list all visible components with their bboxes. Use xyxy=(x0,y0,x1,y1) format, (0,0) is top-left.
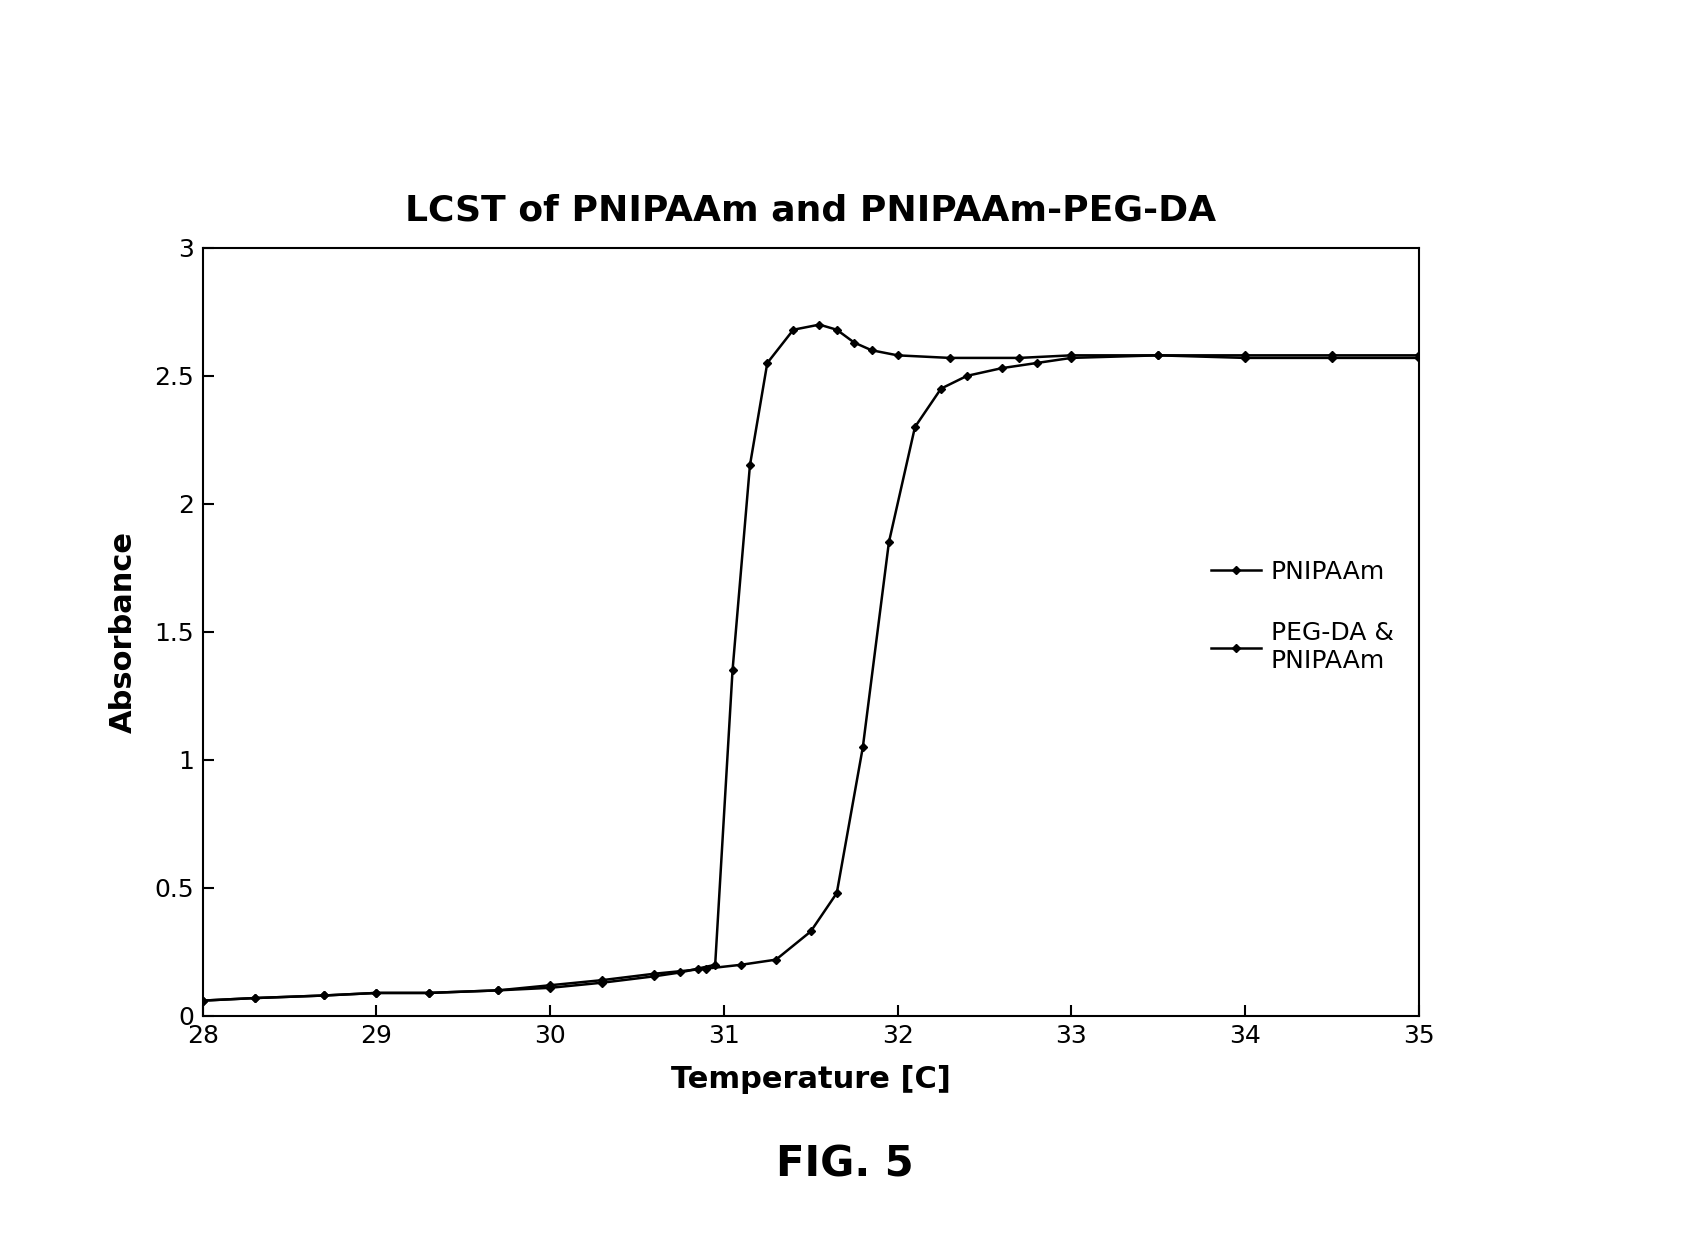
PEG-DA &
PNIPAAm xyxy=(193,994,213,1009)
Legend: PNIPAAm, PEG-DA &
PNIPAAm: PNIPAAm, PEG-DA & PNIPAAm xyxy=(1199,548,1407,685)
PNIPAAm xyxy=(1409,351,1429,366)
PEG-DA &
PNIPAAm xyxy=(931,382,951,396)
Line: PEG-DA &
PNIPAAm: PEG-DA & PNIPAAm xyxy=(199,353,1422,1004)
PEG-DA &
PNIPAAm xyxy=(1235,348,1255,363)
PEG-DA &
PNIPAAm xyxy=(696,961,716,976)
PNIPAAm xyxy=(671,965,691,980)
PEG-DA &
PNIPAAm xyxy=(1322,348,1343,363)
PEG-DA &
PNIPAAm xyxy=(1027,356,1047,370)
PNIPAAm xyxy=(861,343,882,358)
PEG-DA &
PNIPAAm xyxy=(991,361,1012,375)
PEG-DA &
PNIPAAm xyxy=(1409,348,1429,363)
Line: PNIPAAm: PNIPAAm xyxy=(199,322,1422,1004)
PNIPAAm xyxy=(540,980,561,995)
PNIPAAm xyxy=(939,351,959,366)
PEG-DA &
PNIPAAm xyxy=(853,740,873,755)
PNIPAAm xyxy=(687,961,708,976)
PEG-DA &
PNIPAAm xyxy=(245,991,265,1006)
PEG-DA &
PNIPAAm xyxy=(765,953,785,968)
PEG-DA &
PNIPAAm xyxy=(905,420,926,435)
PNIPAAm xyxy=(1149,348,1169,363)
PNIPAAm xyxy=(809,317,829,332)
PNIPAAm xyxy=(757,356,777,370)
PNIPAAm xyxy=(1008,351,1029,366)
PNIPAAm xyxy=(419,985,439,1000)
PNIPAAm xyxy=(593,975,613,990)
PNIPAAm xyxy=(784,322,804,337)
PNIPAAm xyxy=(245,991,265,1006)
PNIPAAm xyxy=(644,969,664,984)
PEG-DA &
PNIPAAm xyxy=(367,985,387,1000)
PNIPAAm xyxy=(704,958,725,973)
PNIPAAm xyxy=(367,985,387,1000)
PNIPAAm xyxy=(488,983,508,997)
Title: LCST of PNIPAAm and PNIPAAm-PEG-DA: LCST of PNIPAAm and PNIPAAm-PEG-DA xyxy=(405,193,1216,227)
PEG-DA &
PNIPAAm xyxy=(488,983,508,997)
Y-axis label: Absorbance: Absorbance xyxy=(108,530,138,733)
PNIPAAm xyxy=(314,987,334,1002)
PEG-DA &
PNIPAAm xyxy=(1149,348,1169,363)
PEG-DA &
PNIPAAm xyxy=(1061,351,1081,366)
PEG-DA &
PNIPAAm xyxy=(801,924,821,939)
PEG-DA &
PNIPAAm xyxy=(314,987,334,1002)
PEG-DA &
PNIPAAm xyxy=(644,966,664,981)
PEG-DA &
PNIPAAm xyxy=(419,985,439,1000)
PEG-DA &
PNIPAAm xyxy=(878,535,899,550)
PNIPAAm xyxy=(844,335,865,349)
PEG-DA &
PNIPAAm xyxy=(540,978,561,992)
X-axis label: Temperature [C]: Temperature [C] xyxy=(671,1066,951,1094)
PNIPAAm xyxy=(723,663,743,678)
PEG-DA &
PNIPAAm xyxy=(826,886,846,901)
PNIPAAm xyxy=(887,348,907,363)
PNIPAAm xyxy=(1235,351,1255,366)
Text: FIG. 5: FIG. 5 xyxy=(775,1144,914,1186)
PNIPAAm xyxy=(1061,348,1081,363)
PEG-DA &
PNIPAAm xyxy=(731,958,752,973)
PEG-DA &
PNIPAAm xyxy=(958,368,978,383)
PEG-DA &
PNIPAAm xyxy=(593,973,613,987)
PNIPAAm xyxy=(826,322,846,337)
PNIPAAm xyxy=(193,994,213,1009)
PNIPAAm xyxy=(740,458,760,473)
PNIPAAm xyxy=(1322,351,1343,366)
